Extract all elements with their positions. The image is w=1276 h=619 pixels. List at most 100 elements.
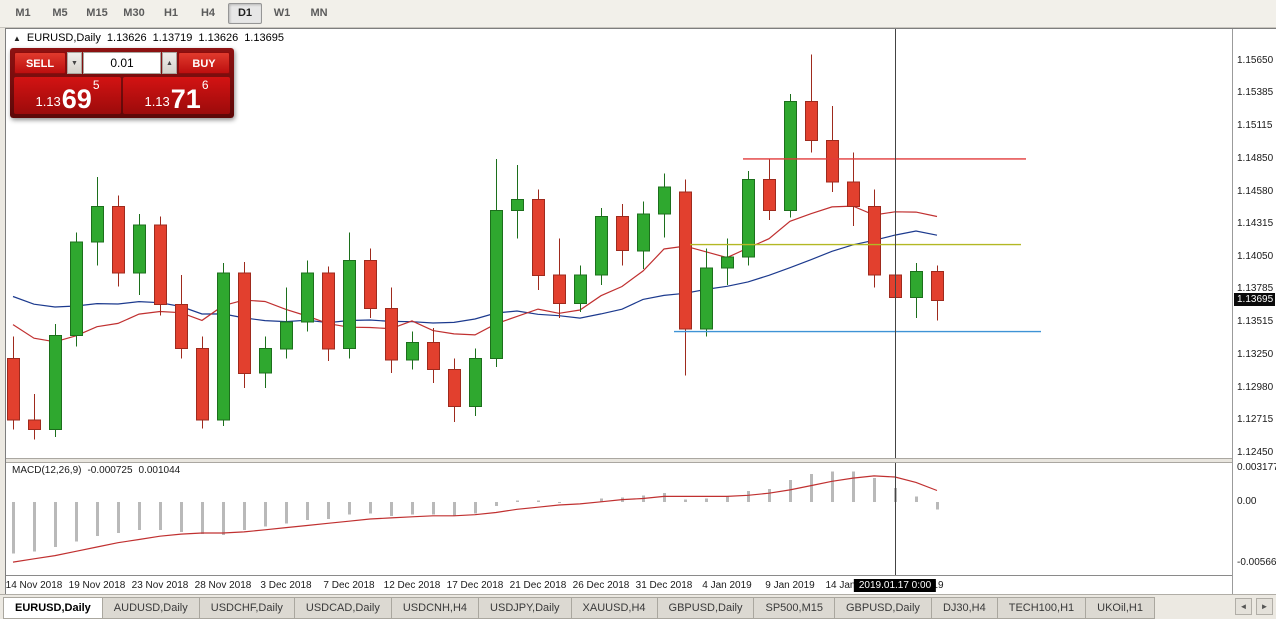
macd-indicator-label: MACD(12,26,9) -0.000725 0.001044 [12, 465, 180, 476]
candle-body [91, 206, 104, 243]
candle-body [658, 186, 671, 215]
candle-body [637, 213, 650, 252]
timeframe-button-m15[interactable]: M15 [86, 7, 108, 19]
date-axis-label: 21 Dec 2018 [509, 580, 567, 591]
candle-body [847, 181, 860, 208]
candle-body [217, 272, 230, 421]
vline-date-tag: 2019.01.17 0:00 [853, 579, 937, 592]
price-axis-label: 1.13515 [1237, 316, 1274, 328]
timeframe-button-mn[interactable]: MN [310, 7, 328, 19]
macd-histogram [12, 471, 939, 554]
candle-body [826, 140, 839, 183]
candle-body [238, 272, 251, 374]
candle-body [196, 348, 209, 421]
pane-splitter[interactable] [6, 458, 1232, 463]
candle-body [721, 256, 734, 269]
candle-body [490, 209, 503, 359]
tab-scroll-arrows: ◄ ► [1235, 598, 1273, 615]
candle-body [7, 358, 20, 421]
date-axis-label: 17 Dec 2018 [446, 580, 504, 591]
candle-body [469, 358, 482, 407]
date-axis-label: 9 Jan 2019 [765, 580, 815, 591]
candle-body [112, 206, 125, 274]
volume-input[interactable] [83, 52, 161, 74]
chart-tab-audusd-daily[interactable]: AUDUSD,Daily [101, 597, 199, 619]
macd-axis-label: -0.005667 [1237, 556, 1276, 568]
chart-tab-xauusd-h4[interactable]: XAUUSD,H4 [570, 597, 657, 619]
timeframe-button-w1[interactable]: W1 [273, 7, 291, 19]
date-axis-label: 28 Nov 2018 [194, 580, 252, 591]
price-axis-label: 1.12715 [1237, 414, 1274, 426]
chart-tab-dj30-h4[interactable]: DJ30,H4 [930, 597, 997, 619]
timeframe-button-h1[interactable]: H1 [163, 7, 179, 19]
timeframe-button-h4[interactable]: H4 [200, 7, 216, 19]
price-axis-label: 1.14850 [1237, 152, 1274, 164]
candle-body [322, 272, 335, 350]
date-axis-label: 31 Dec 2018 [635, 580, 693, 591]
candle-body [574, 274, 587, 304]
buy-button[interactable]: BUY [178, 52, 230, 74]
price-axis-label: 1.13785 [1237, 283, 1274, 295]
chart-tab-sp500-m15[interactable]: SP500,M15 [753, 597, 834, 619]
candle-body [154, 224, 167, 306]
timeframe-button-m30[interactable]: M30 [123, 7, 145, 19]
buy-price-display[interactable]: 1.13 71 6 [123, 77, 230, 114]
sell-price-pips: 69 [61, 84, 92, 115]
tabs-scroll-left-button[interactable]: ◄ [1235, 598, 1252, 615]
chart-tab-usdjpy-daily[interactable]: USDJPY,Daily [478, 597, 571, 619]
timeframe-button-m1[interactable]: M1 [15, 7, 31, 19]
candle-body [364, 260, 377, 309]
candle-body [805, 100, 818, 142]
sell-price-display[interactable]: 1.13 69 5 [14, 77, 121, 114]
candle-body [28, 419, 41, 431]
macd-name: MACD(12,26,9) [12, 465, 82, 476]
volume-up-button[interactable]: ▲ [162, 52, 177, 74]
price-axis-label: 1.15115 [1237, 120, 1273, 132]
ohlc-high: 1.13719 [152, 32, 193, 44]
sell-button[interactable]: SELL [14, 52, 66, 74]
price-pane[interactable]: ▲ EURUSD,Daily 1.13626 1.13719 1.13626 1… [6, 29, 1232, 459]
chart-tab-ukoil-h1[interactable]: UKOil,H1 [1085, 597, 1155, 619]
sell-price-int: 1.13 [35, 94, 61, 109]
candle-body [511, 198, 524, 211]
collapse-chart-icon[interactable]: ▲ [13, 33, 21, 43]
timeframe-button-m5[interactable]: M5 [52, 7, 68, 19]
candle-body [406, 342, 419, 361]
chart-tab-usdcad-daily[interactable]: USDCAD,Daily [293, 597, 391, 619]
date-axis-label: 14 Nov 2018 [5, 580, 63, 591]
candle-body [427, 342, 440, 371]
timeframe-button-d1[interactable]: D1 [228, 3, 262, 24]
chart-tab-usdchf-daily[interactable]: USDCHF,Daily [198, 597, 294, 619]
candle-body [616, 215, 629, 252]
date-axis-label: 12 Dec 2018 [383, 580, 441, 591]
ohlc-open: 1.13626 [106, 32, 147, 44]
candle-body [532, 198, 545, 276]
chart-tab-gbpusd-daily[interactable]: GBPUSD,Daily [656, 597, 754, 619]
tabs-scroll-right-button[interactable]: ► [1256, 598, 1273, 615]
buy-price-point: 6 [201, 78, 209, 92]
candle-body [931, 271, 944, 301]
chart-tab-eurusd-daily[interactable]: EURUSD,Daily [3, 597, 102, 619]
chart-tab-usdcnh-h4[interactable]: USDCNH,H4 [390, 597, 479, 619]
volume-down-button[interactable]: ▼ [67, 52, 82, 74]
chart-window: ▲ EURUSD,Daily 1.13626 1.13719 1.13626 1… [5, 28, 1276, 596]
candle-body [763, 179, 776, 211]
price-axis-label: 1.14580 [1237, 185, 1274, 197]
candle-body [448, 369, 461, 407]
candle-body [301, 272, 314, 323]
ohlc-close: 1.13695 [244, 32, 284, 44]
chart-header: ▲ EURUSD,Daily 1.13626 1.13719 1.13626 1… [13, 32, 284, 44]
date-axis: 14 Nov 2018 19 Nov 2018 23 Nov 2018 28 Nov … [6, 575, 1232, 596]
timeframe-toolbar: M1 M5 M15 M30 H1 H4 D1 W1 MN [0, 0, 1276, 28]
candle-body [679, 191, 692, 330]
candlestick-chart[interactable] [6, 29, 1232, 459]
chart-tab-gbpusd-daily[interactable]: GBPUSD,Daily [833, 597, 931, 619]
candle-body [868, 206, 881, 276]
macd-main-value: -0.000725 [87, 465, 133, 476]
chevron-down-icon: ▼ [71, 59, 78, 67]
macd-pane[interactable]: MACD(12,26,9) -0.000725 0.001044 [6, 463, 1232, 575]
candle-body [133, 224, 146, 274]
chart-tab-tech100-h1[interactable]: TECH100,H1 [996, 597, 1086, 619]
candle-body [910, 271, 923, 298]
